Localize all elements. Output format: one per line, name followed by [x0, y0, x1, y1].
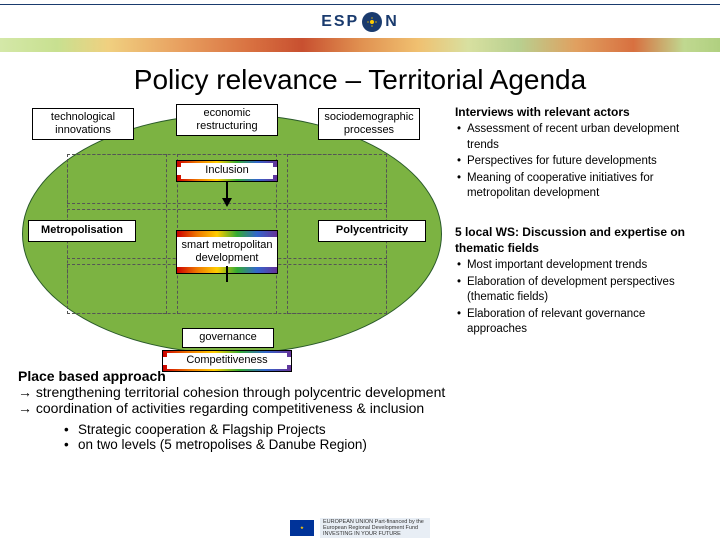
- espon-logo: ESP N: [321, 12, 399, 32]
- color-strip: [0, 38, 720, 52]
- diagram: technological innovations economic restr…: [12, 104, 447, 364]
- list-item: Strategic cooperation & Flagship Project…: [64, 422, 702, 437]
- list-item: Meaning of cooperative initiatives for m…: [455, 171, 708, 202]
- content-area: technological innovations economic restr…: [0, 104, 720, 364]
- box-sociodemographic: sociodemographic processes: [318, 108, 420, 140]
- box-metropolisation: Metropolisation: [28, 220, 136, 242]
- box-smart-label: smart metropolitan development: [181, 238, 273, 266]
- interviews-list: Assessment of recent urban development t…: [455, 122, 708, 202]
- list-item: Assessment of recent urban development t…: [455, 122, 708, 153]
- workshops-heading: 5 local WS: Discussion and expertise on …: [455, 224, 708, 256]
- side-text: Interviews with relevant actors Assessme…: [455, 104, 708, 364]
- page-title: Policy relevance – Territorial Agenda: [0, 64, 720, 96]
- box-economic-restructuring: economic restructuring: [176, 104, 278, 136]
- footer: EUROPEAN UNION Part-financed by the Euro…: [0, 516, 720, 540]
- logo-text-before: ESP: [321, 13, 359, 31]
- list-item: Elaboration of relevant governance appro…: [455, 307, 708, 338]
- box-inclusion: Inclusion: [176, 160, 278, 182]
- header-rule: [0, 4, 720, 5]
- list-item: Elaboration of development perspectives …: [455, 275, 708, 306]
- footer-text: EUROPEAN UNION Part-financed by the Euro…: [320, 518, 430, 538]
- list-item: Most important development trends: [455, 258, 708, 274]
- logo-circle-icon: [362, 12, 382, 32]
- box-polycentricity: Polycentricity: [318, 220, 426, 242]
- place-based-heading: Place based approach: [18, 368, 702, 384]
- logo-text-after: N: [385, 13, 399, 31]
- box-governance: governance: [182, 328, 274, 348]
- workshops-list: Most important development trends Elabor…: [455, 258, 708, 338]
- list-item: Perspectives for future developments: [455, 154, 708, 170]
- box-inclusion-label: Inclusion: [181, 163, 273, 178]
- lower-text: Place based approach → strengthening ter…: [0, 364, 720, 452]
- arrow-down-icon: [222, 198, 232, 207]
- box-competitiveness-label: Competitiveness: [167, 353, 287, 368]
- box-competitiveness: Competitiveness: [162, 350, 292, 372]
- list-item: on two levels (5 metropolises & Danube R…: [64, 437, 702, 452]
- interviews-heading: Interviews with relevant actors: [455, 104, 708, 120]
- lower-bullets: Strategic cooperation & Flagship Project…: [64, 422, 702, 452]
- header-bar: ESP N: [0, 0, 720, 38]
- box-technological-innovations: technological innovations: [32, 108, 134, 140]
- coordination-line: → coordination of activities regarding c…: [18, 400, 702, 416]
- eu-flag-icon: [290, 520, 314, 536]
- cohesion-line: → strengthening territorial cohesion thr…: [18, 384, 702, 400]
